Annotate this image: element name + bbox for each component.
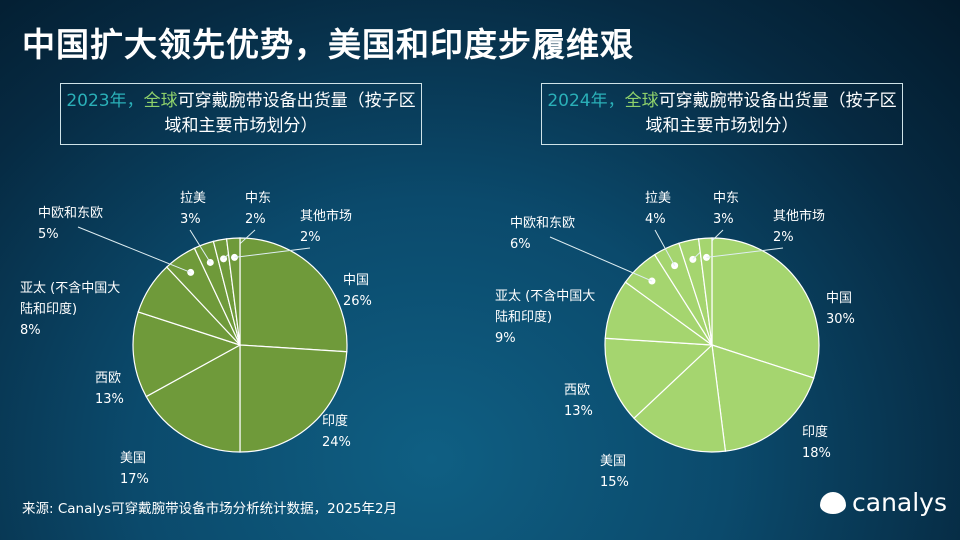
pie-slice [711,237,820,379]
slice-label: 美国 17% [120,451,149,487]
source-note: 来源: Canalys可穿戴腕带设备市场分析统计数据，2025年2月 [22,501,398,517]
slice-label: 中国 26% [343,273,372,309]
pie-slice [239,344,348,453]
slice-label: 西欧 13% [95,371,124,407]
leader-line [549,236,653,282]
slice-label: 中欧和东欧 6% [510,216,575,252]
pie-slice [633,343,727,453]
leader-line [189,229,211,263]
canalys-logo: canalys [820,488,947,517]
leader-line [234,247,311,258]
slice-label: 其他市场 2% [300,208,352,245]
page-title: 中国扩大领先优势，美国和印度步履维艰 [22,25,634,64]
slice-label: 亚太 (不含中国大陆和印度) 9% [495,288,595,346]
slice-label: 西欧 13% [564,383,593,419]
slice-label: 拉美 3% [180,191,206,227]
slice-label: 印度 24% [322,413,351,450]
slice-label: 美国 15% [600,454,629,490]
chart-title-2024: 2024年，全球可穿戴腕带设备出货量（按子区域和主要市场划分） [541,83,903,145]
pie-slice [132,311,242,398]
pie-slice [711,344,815,452]
leader-line [706,247,784,258]
slice-label: 亚太 (不含中国大陆和印度) 8% [20,280,120,338]
slice-label: 其他市场 2% [773,208,825,245]
pie-slice [239,237,348,353]
slice-label: 印度 18% [802,424,831,461]
pie-slice [604,337,714,420]
pie-slice [697,237,713,346]
slice-label: 中国 30% [826,291,855,327]
slice-label: 中东 2% [245,191,271,227]
chart-title-2023: 2023年，全球可穿戴腕带设备出货量（按子区域和主要市场划分） [60,83,422,145]
pie-slice [145,343,241,453]
logo-icon [820,491,846,514]
slice-label: 中欧和东欧 5% [38,206,103,242]
pie-slice [225,237,241,346]
slice-label: 中东 3% [713,191,739,227]
leader-line [654,229,676,266]
slice-label: 拉美 4% [645,191,671,227]
leader-line [77,226,191,273]
